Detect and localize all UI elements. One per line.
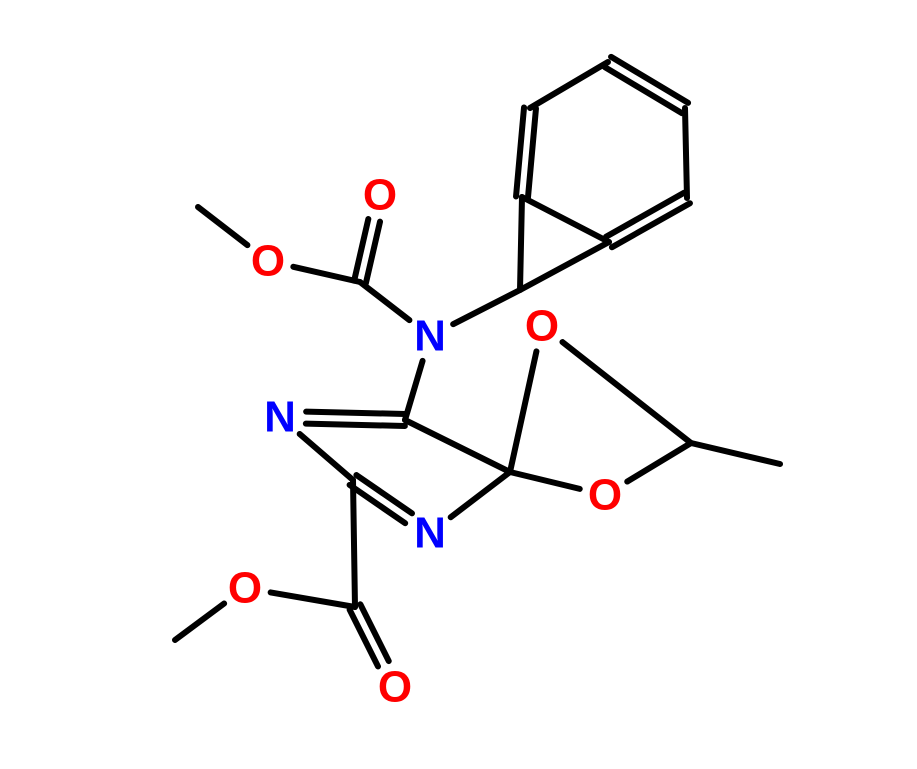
atom-label-o: O — [525, 302, 559, 351]
atom-label-n: N — [414, 509, 446, 558]
atom-label-n: N — [414, 312, 446, 361]
molecule-diagram: N O O N N O O O O — [0, 0, 917, 769]
atom-label-o: O — [251, 237, 285, 286]
atom-label-o: O — [363, 171, 397, 220]
atom-label-n: N — [264, 393, 296, 442]
atom-label-o: O — [378, 663, 412, 712]
atom-label-o: O — [228, 564, 262, 613]
atom-label-o: O — [588, 471, 622, 520]
